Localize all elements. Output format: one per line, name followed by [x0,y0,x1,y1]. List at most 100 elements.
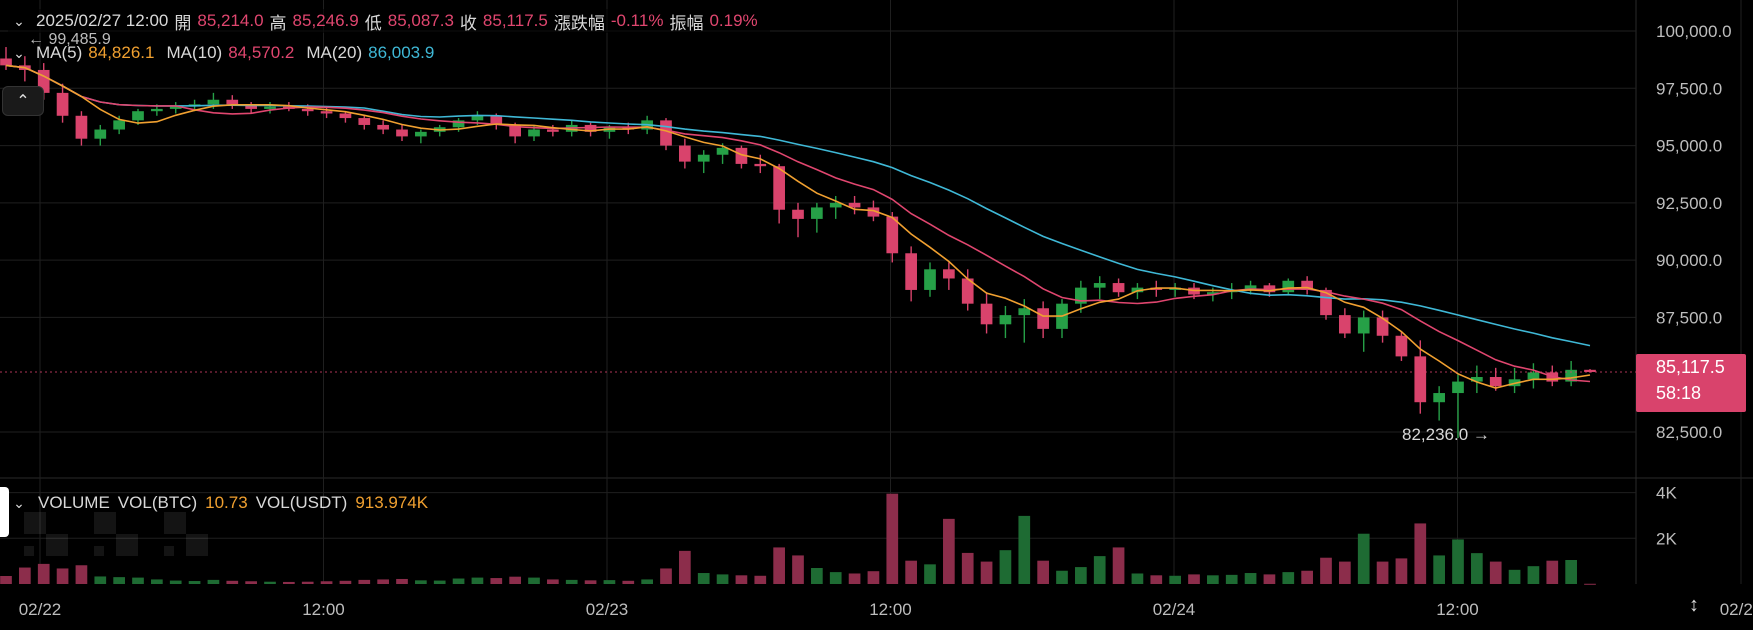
candle-body [245,104,257,109]
candle-body [735,147,748,164]
volume-bar [1489,561,1502,584]
volume-bar [528,577,540,584]
volume-bar [980,561,993,584]
candle-body [471,115,484,121]
candle-body [528,129,540,137]
amplitude-label: 振幅 [669,13,704,33]
side-panel-handle[interactable] [0,487,9,537]
volume-bar [56,568,69,584]
candle-body [377,124,389,130]
volume-bar [1395,558,1408,584]
volume-bar [1339,561,1351,584]
candle-body [339,113,352,119]
volume-bar [697,573,710,584]
close-label: 收 [459,13,477,33]
volume-bar [1527,566,1540,584]
chevron-down-icon[interactable]: ⌄ [13,44,25,61]
volume-bar [924,564,936,584]
volume-bar [301,581,314,584]
candle-body [1018,308,1031,316]
x-tick-label: 02/24 [1153,600,1196,619]
candle-body [151,108,163,112]
ma20-label: MA(20) [306,43,363,62]
amplitude-value: 0.19% [709,11,758,30]
candle-body [1112,283,1125,293]
volume-bar [1546,560,1559,584]
low-label: 低 [364,13,382,33]
candle-body [490,115,503,125]
candle-body [1471,377,1483,382]
candle-body [961,278,974,304]
volume-bar [320,581,333,584]
candle-body [75,115,88,139]
candle-body [679,145,691,162]
volume-legend: ⌄ VOLUME VOL(BTC) 10.73 VOL(USDT) 913.97… [8,493,436,513]
candle-body [37,69,50,93]
volume-bar [943,518,955,584]
volume-bar [735,575,748,584]
candle-body [697,154,710,162]
chevron-up-icon: ⌃ [16,93,30,110]
chevron-down-icon[interactable]: ⌄ [13,494,25,511]
vol-btc-value: 10.73 [205,493,248,512]
candle-body [452,120,465,128]
candle-body [1395,335,1408,357]
ma10-label: MA(10) [166,43,223,62]
change-value: -0.11% [610,11,664,30]
volume-bar [1188,574,1200,584]
collapse-indicators-button[interactable]: ⌃ [2,86,44,116]
y-tick-label: 100,000.0 [1656,22,1732,41]
chevron-down-icon[interactable]: ⌄ [13,12,25,29]
ma-legend: ⌄ MA(5) 84,826.1 MA(10) 84,570.2 MA(20) … [8,43,440,63]
volume-bar [433,580,446,584]
ma20-value: 86,003.9 [368,43,435,62]
candle-body [358,118,371,125]
volume-bar [1452,539,1464,584]
candle-body [811,207,823,219]
candle-body [1131,287,1144,293]
volume-bar [207,579,220,584]
right-arrow-icon: → [1472,425,1490,444]
volume-bar [1584,583,1596,585]
candle-body [584,124,597,132]
volume-bar [1414,523,1427,584]
volume-bar [490,578,503,584]
volume-bar [1150,575,1163,584]
candle-body [1037,308,1049,329]
volume-bar [905,560,917,584]
ma10-value: 84,570.2 [228,43,295,62]
volume-bar [94,576,107,584]
candle-body [980,303,993,325]
volume-bar [75,565,88,584]
volume-bar [1093,556,1106,584]
y-tick-label: 90,000.0 [1656,251,1722,270]
volume-bar [1282,572,1295,584]
exchange-watermark [24,512,224,568]
peak-price-value: 99,485.9 [48,31,111,48]
volume-bar [1471,553,1483,584]
x-tick-label: 02/25 [1720,600,1753,619]
candle-body [1093,283,1106,288]
volume-bar [151,579,163,584]
x-tick-label: 12:00 [869,600,912,619]
volume-bar [188,581,201,584]
candle-body [1489,377,1502,387]
ma5-value: 84,826.1 [88,43,155,62]
fit-axis-icon[interactable]: ↕ [1689,594,1699,616]
volume-bar [264,581,276,584]
volume-bar [113,577,125,584]
volume-bar [1169,575,1181,584]
volume-bar [358,579,371,584]
volume-bar [641,579,653,584]
candle-body [1320,289,1332,316]
y-tick-label: 97,500.0 [1656,79,1722,98]
candle-body [924,269,936,290]
volume-bar [660,568,672,584]
x-tick-label: 12:00 [1436,600,1479,619]
candle-body [848,202,861,208]
candle-body [1301,280,1313,290]
ohlc-legend: ⌄ 2025/02/27 12:00 開 85,214.0 高 85,246.9… [8,9,770,33]
candle-body [169,106,182,109]
x-tick-label: 02/23 [586,600,629,619]
